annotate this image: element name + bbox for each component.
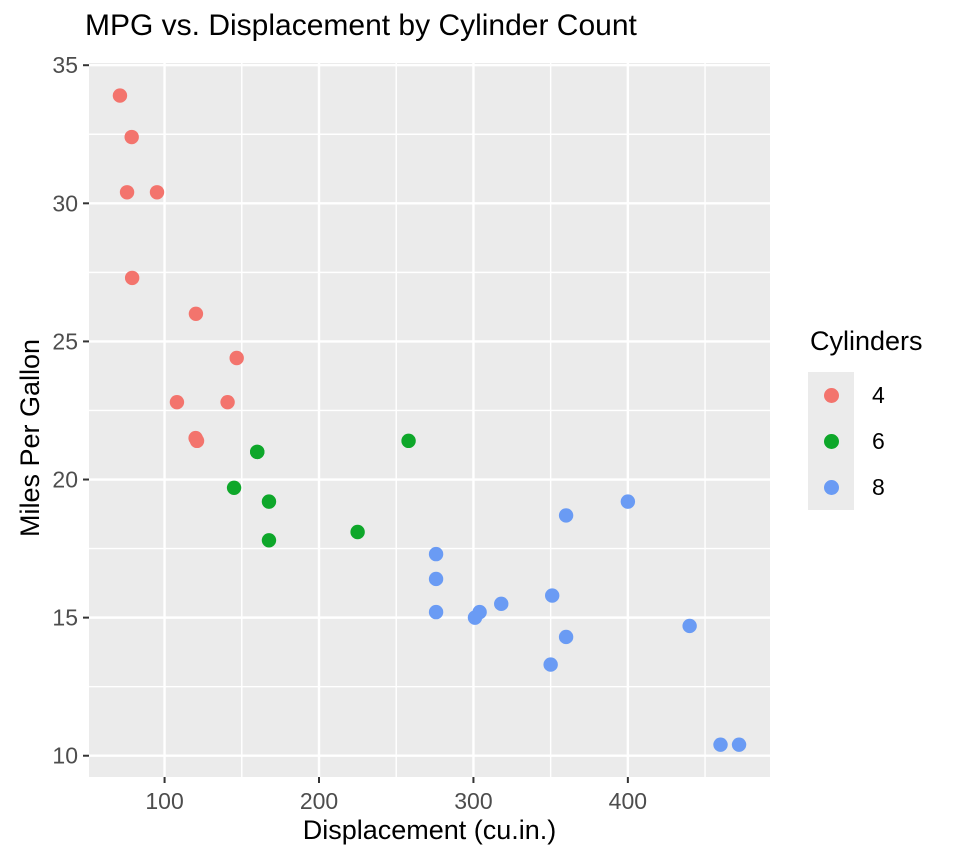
x-tick-label: 100 xyxy=(145,788,183,814)
legend-dot-icon xyxy=(823,387,839,403)
data-point-cyl-8 xyxy=(544,588,560,603)
data-point-cyl-8 xyxy=(543,657,558,672)
data-point-cyl-8 xyxy=(494,596,509,612)
data-point-cyl-6 xyxy=(401,433,416,449)
data-point-cyl-4 xyxy=(188,306,204,321)
y-axis-title: Miles Per Gallon xyxy=(15,338,45,538)
x-tick-label: 200 xyxy=(300,788,338,814)
data-point-cyl-4 xyxy=(229,350,244,366)
legend-item-4: 4 xyxy=(808,372,923,418)
data-point-cyl-8 xyxy=(428,546,444,562)
chart-title: MPG vs. Displacement by Cylinder Count xyxy=(85,9,637,42)
data-point-cyl-4 xyxy=(169,394,185,410)
x-tick-label: 400 xyxy=(609,788,647,814)
x-tick-label: 300 xyxy=(454,788,492,814)
legend-label: 6 xyxy=(872,427,885,454)
legend-title: Cylinders xyxy=(810,326,923,356)
data-point-cyl-6 xyxy=(350,524,365,540)
legend-label: 8 xyxy=(872,473,885,500)
data-point-cyl-4 xyxy=(124,270,140,286)
legend: Cylinders 4 6 8 xyxy=(808,328,923,510)
legend-label: 4 xyxy=(872,381,885,408)
data-point-cyl-4 xyxy=(112,88,128,103)
legend-dot-icon xyxy=(823,479,839,495)
data-point-cyl-6 xyxy=(250,444,265,460)
data-point-cyl-4 xyxy=(149,185,165,200)
data-point-cyl-8 xyxy=(558,629,574,645)
legend-key xyxy=(808,464,854,510)
data-point-cyl-8 xyxy=(731,737,747,752)
legend-dot-icon xyxy=(823,433,839,449)
data-point-cyl-4 xyxy=(119,185,135,200)
data-point-cyl-4 xyxy=(124,129,139,145)
y-tick-label: 35 xyxy=(52,52,78,78)
data-point-cyl-4 xyxy=(220,394,235,410)
data-point-cyl-8 xyxy=(558,508,574,523)
y-tick-label: 10 xyxy=(52,743,78,769)
data-point-cyl-8 xyxy=(620,494,636,509)
legend-key xyxy=(808,418,854,464)
data-point-cyl-8 xyxy=(467,610,483,625)
legend-item-8: 8 xyxy=(808,464,923,510)
data-point-cyl-8 xyxy=(713,737,728,752)
legend-key xyxy=(808,372,854,418)
legend-item-6: 6 xyxy=(808,418,923,464)
data-point-cyl-8 xyxy=(428,571,444,587)
data-point-cyl-6 xyxy=(226,480,242,496)
data-point-cyl-6 xyxy=(261,533,277,548)
y-tick-label: 25 xyxy=(52,328,78,354)
data-point-cyl-8 xyxy=(428,604,444,620)
y-tick-label: 30 xyxy=(52,190,78,216)
data-point-cyl-8 xyxy=(682,618,697,634)
data-point-cyl-4 xyxy=(189,433,205,449)
x-axis-title: Displacement (cu.in.) xyxy=(302,815,557,845)
y-tick-label: 20 xyxy=(52,467,78,493)
y-tick-label: 15 xyxy=(52,605,78,631)
plot-panel xyxy=(89,63,770,777)
data-point-cyl-6 xyxy=(261,494,277,509)
